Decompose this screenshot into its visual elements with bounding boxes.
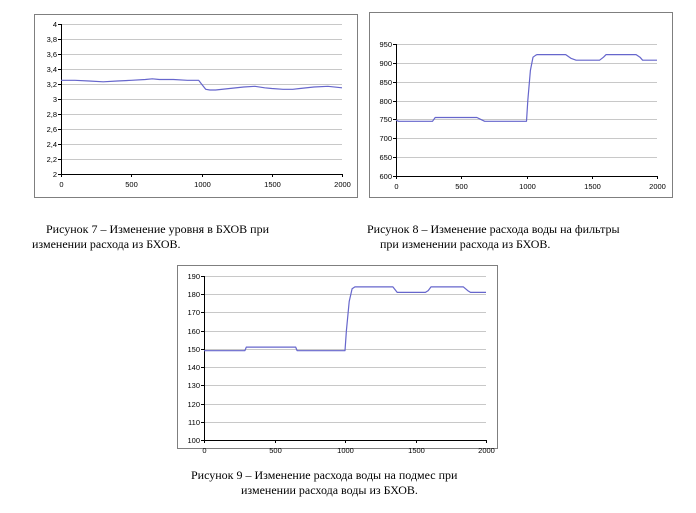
- caption-fig7: Рисунок 7 – Изменение уровня в БХОВ при …: [32, 222, 269, 252]
- caption-fig9-line2: изменении расхода воды из БХОВ.: [241, 483, 418, 497]
- y-tick-label: 600: [379, 172, 392, 181]
- series-line: [61, 78, 343, 91]
- y-tick-label: 140: [187, 363, 200, 372]
- y-tick-label: 170: [187, 308, 200, 317]
- y-tick-label: 2,6: [47, 125, 57, 134]
- chart-fig8: 600 650 700 750 800 850 900 950 0 500 1000 1500 2000: [369, 12, 673, 198]
- x-tick-label: 500: [269, 446, 282, 455]
- y-tick-label: 130: [187, 381, 200, 390]
- x-tick-label: 1000: [519, 182, 536, 191]
- y-tick-label: 2,4: [47, 140, 57, 149]
- x-tick-label: 1000: [194, 180, 211, 189]
- y-tick-label: 100: [187, 436, 200, 445]
- y-tick-label: 2,2: [47, 155, 57, 164]
- caption-fig8-line2: при изменении расхода из БХОВ.: [380, 237, 551, 251]
- caption-fig8-line1: Рисунок 8 – Изменение расхода воды на фи…: [367, 222, 620, 236]
- x-tick-label: 2000: [649, 182, 666, 191]
- y-tick-label: 2,8: [47, 110, 57, 119]
- y-tick-label: 700: [379, 134, 392, 143]
- caption-fig9: Рисунок 9 – Изменение расхода воды на по…: [191, 468, 457, 498]
- x-tick-label: 500: [455, 182, 468, 191]
- chart-fig7: 2 2,2 2,4 2,6 2,8 3 3,2 3,4 3,6 3,8 4 0 500 1000 1500 2…: [34, 14, 358, 198]
- x-tick-label: 2000: [478, 446, 495, 455]
- caption-fig7-line2: изменении расхода из БХОВ.: [32, 237, 181, 251]
- caption-fig7-line1: Рисунок 7 – Изменение уровня в БХОВ при: [46, 222, 270, 236]
- y-tick-label: 4: [53, 20, 57, 29]
- chart-frame: [34, 14, 358, 198]
- x-tick-label: 0: [202, 446, 206, 455]
- series-line: [395, 53, 657, 122]
- caption-fig9-line1: Рисунок 9 – Изменение расхода воды на по…: [191, 468, 458, 482]
- y-tick-label: 900: [379, 59, 392, 68]
- y-tick-label: 750: [379, 115, 392, 124]
- y-tick-label: 650: [379, 153, 392, 162]
- x-tick-label: 1500: [408, 446, 425, 455]
- y-tick-label: 190: [187, 272, 200, 281]
- x-tick-label: 2000: [334, 180, 351, 189]
- series-line: [204, 286, 486, 352]
- y-tick-label: 850: [379, 78, 392, 87]
- y-tick-label: 3,2: [47, 80, 57, 89]
- y-tick-label: 3: [53, 95, 57, 104]
- x-tick-label: 0: [394, 182, 398, 191]
- chart-frame: [177, 265, 498, 449]
- y-tick-label: 110: [188, 418, 200, 427]
- x-tick-label: 0: [59, 180, 63, 189]
- chart-frame: [369, 12, 673, 198]
- x-tick-label: 1000: [337, 446, 354, 455]
- y-tick-label: 120: [187, 400, 200, 409]
- y-tick-label: 150: [187, 345, 200, 354]
- chart-fig9: 100 110 120 130 140 150 160 170 180 190 0 500 1000 15…: [177, 265, 498, 455]
- y-tick-label: 800: [379, 97, 392, 106]
- x-tick-label: 500: [125, 180, 138, 189]
- y-tick-label: 3,6: [47, 50, 57, 59]
- y-tick-label: 3,4: [47, 65, 57, 74]
- caption-fig8: Рисунок 8 – Изменение расхода воды на фи…: [367, 222, 620, 252]
- y-tick-label: 950: [379, 40, 392, 49]
- y-tick-label: 160: [187, 327, 200, 336]
- y-tick-label: 3,8: [47, 35, 57, 44]
- y-tick-label: 2: [53, 170, 57, 179]
- x-tick-label: 1500: [264, 180, 281, 189]
- y-tick-label: 180: [187, 290, 200, 299]
- x-tick-label: 1500: [584, 182, 601, 191]
